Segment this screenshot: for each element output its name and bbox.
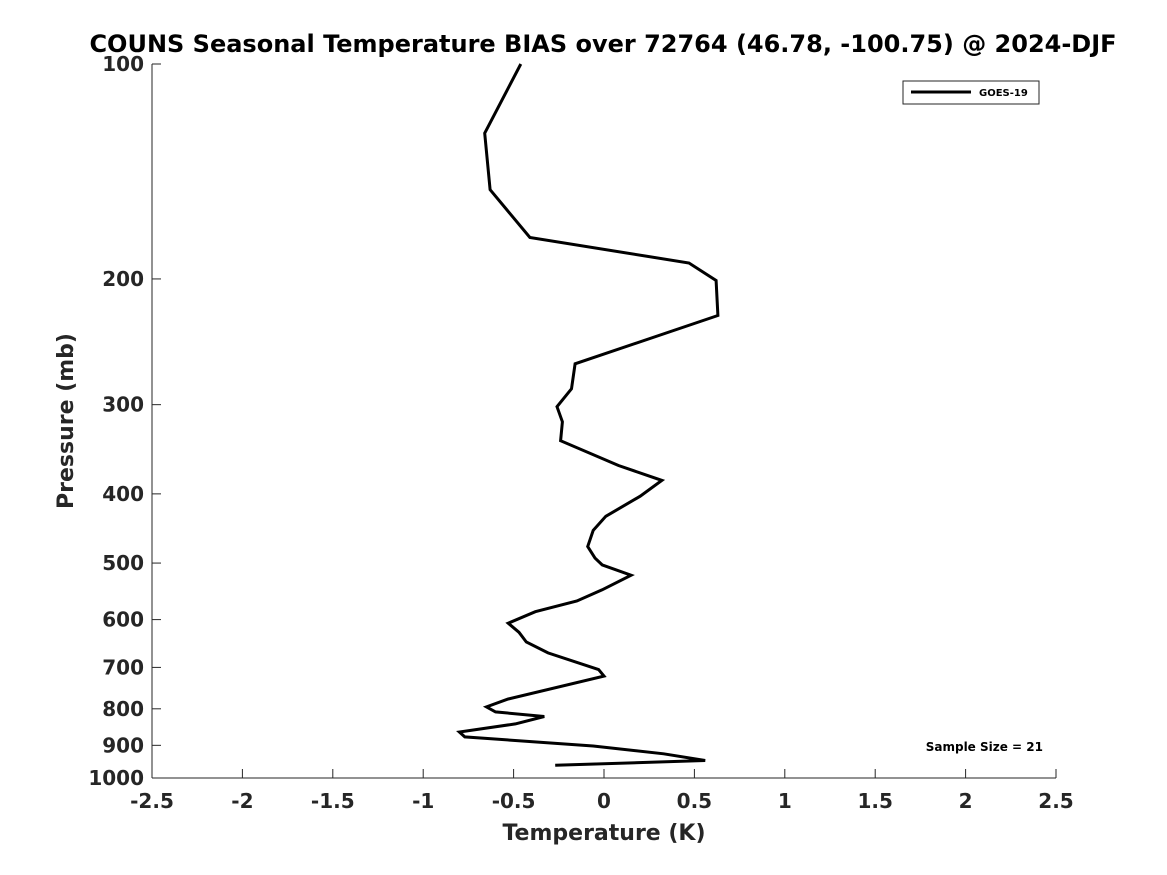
x-tick-label: -2.5 bbox=[130, 789, 174, 813]
y-tick-label: 600 bbox=[102, 608, 144, 632]
x-tick-label: 0.5 bbox=[677, 789, 712, 813]
y-ticks: 100 200 300 400 500 600 700 800 900 1000 bbox=[88, 52, 161, 790]
x-tick-label: 1 bbox=[778, 789, 792, 813]
legend-entry-label: GOES-19 bbox=[979, 88, 1028, 99]
y-tick-label: 400 bbox=[102, 482, 144, 506]
x-tick-label: 1.5 bbox=[857, 789, 892, 813]
y-axis-label: Pressure (mb) bbox=[54, 333, 79, 509]
y-tick-label: 1000 bbox=[88, 766, 144, 790]
x-tick-label: 2 bbox=[959, 789, 973, 813]
x-tick-label: -2 bbox=[231, 789, 253, 813]
x-tick-label: 0 bbox=[597, 789, 611, 813]
x-ticks: -2.5 -2 -1.5 -1 -0.5 0 0.5 1 1.5 2 2.5 bbox=[130, 769, 1074, 813]
x-tick-label: 2.5 bbox=[1038, 789, 1073, 813]
x-tick-label: -1.5 bbox=[311, 789, 355, 813]
x-axis-label: Temperature (K) bbox=[502, 821, 705, 846]
y-tick-label: 500 bbox=[102, 551, 144, 575]
y-tick-label: 100 bbox=[102, 52, 144, 76]
series-line-goes-19 bbox=[456, 63, 720, 767]
y-tick-label: 900 bbox=[102, 733, 144, 757]
y-tick-label: 200 bbox=[102, 267, 144, 291]
y-tick-label: 300 bbox=[102, 393, 144, 417]
sample-size-annotation: Sample Size = 21 bbox=[926, 740, 1043, 754]
x-tick-label: -0.5 bbox=[492, 789, 536, 813]
x-tick-label: -1 bbox=[412, 789, 434, 813]
legend: GOES-19 bbox=[902, 80, 1040, 105]
y-tick-label: 800 bbox=[102, 697, 144, 721]
chart-title: COUNS Seasonal Temperature BIAS over 727… bbox=[89, 30, 1116, 58]
series-layer bbox=[456, 63, 720, 767]
y-tick-label: 700 bbox=[102, 655, 144, 679]
